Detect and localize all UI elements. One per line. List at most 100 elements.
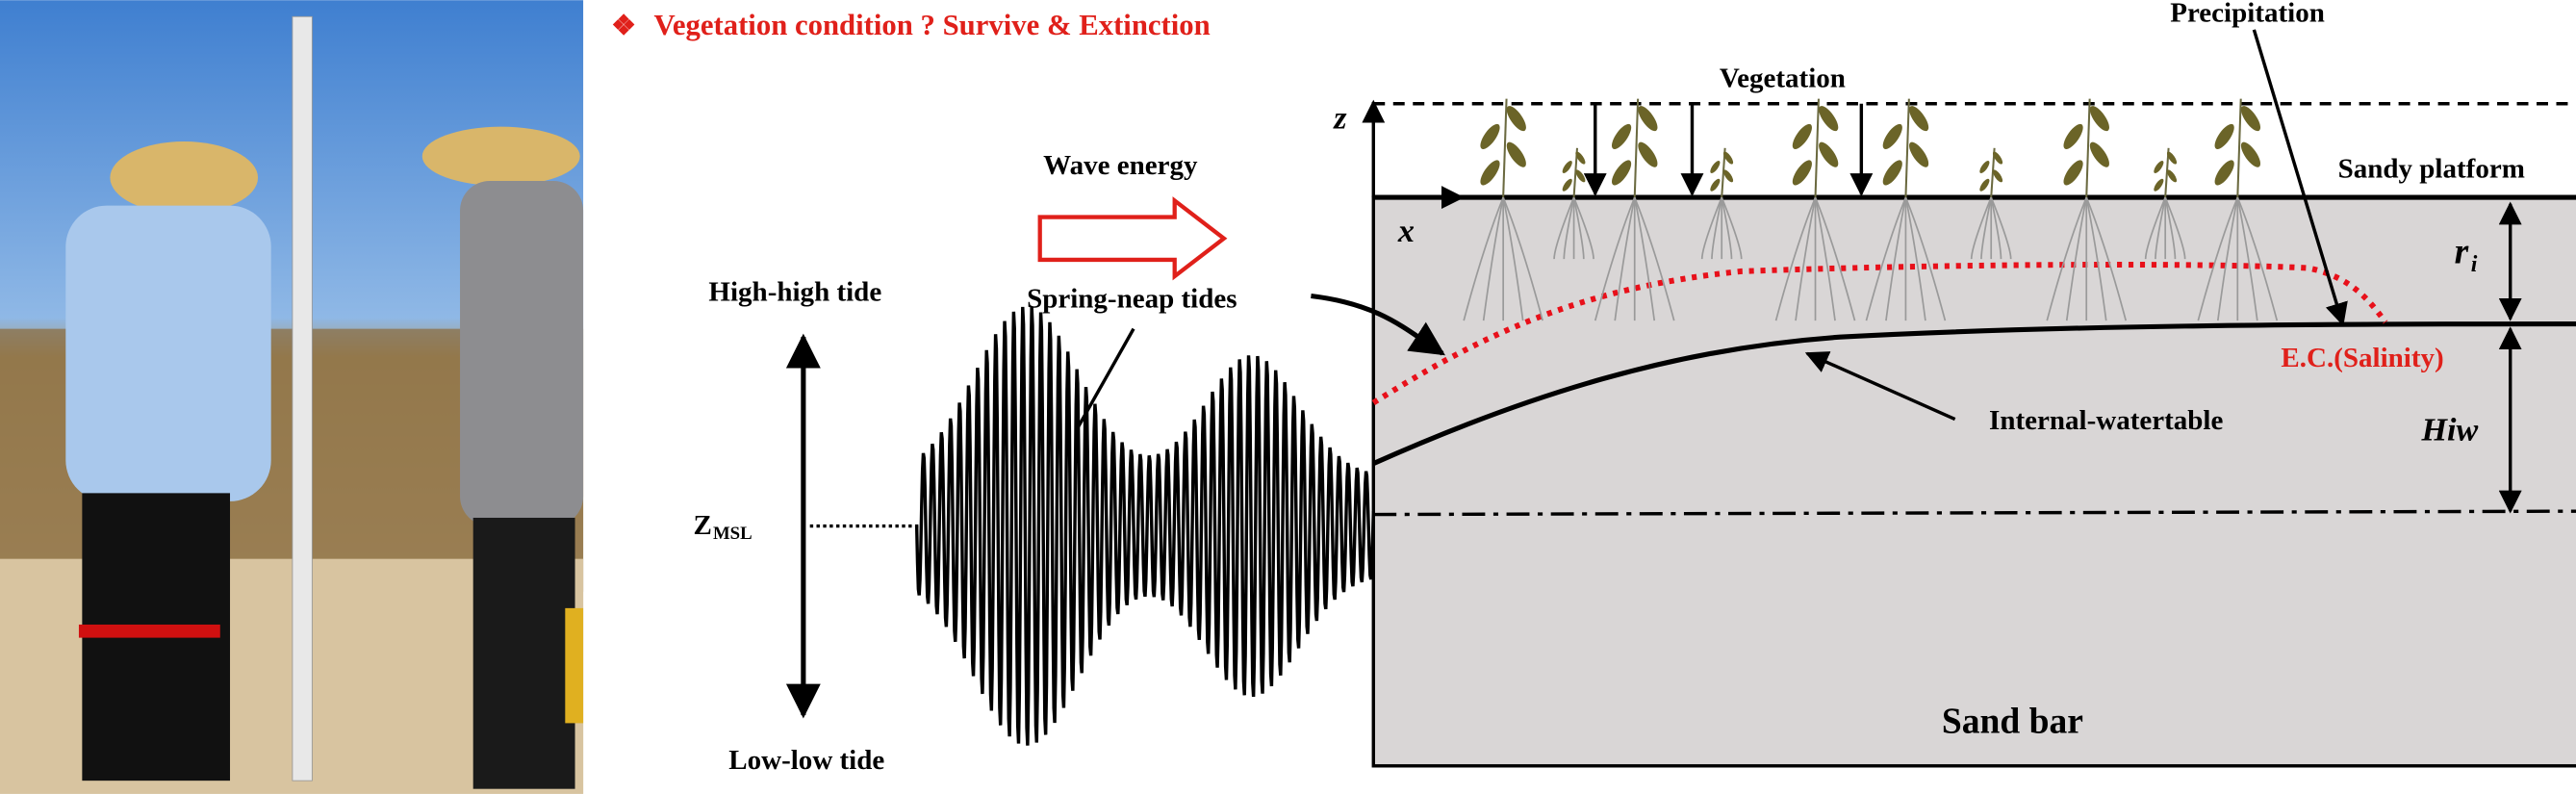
plant-part — [2063, 160, 2083, 186]
plant-part — [1614, 196, 1636, 321]
plant-part — [2236, 196, 2279, 321]
plant-part — [1904, 196, 1926, 321]
plant-part — [1633, 98, 1640, 198]
plant-part — [1979, 160, 1990, 174]
plant-part — [1611, 123, 1632, 149]
title: Vegetation condition ? Survive & Extinct… — [653, 9, 1210, 41]
plant-part — [1723, 151, 1734, 165]
plant-part — [1633, 196, 1675, 321]
plant-part — [1611, 160, 1632, 186]
field-photo — [0, 0, 584, 794]
plant-part — [1711, 196, 1723, 260]
plant-part — [1723, 169, 1734, 183]
plant-part — [1904, 98, 1910, 198]
plant-part — [1990, 196, 2002, 260]
plant-part — [1814, 196, 1836, 321]
plant-part — [1909, 141, 1929, 167]
label: E.C.(Salinity) — [2281, 343, 2443, 373]
plant-part — [1885, 196, 1907, 321]
plant-part — [2166, 169, 2178, 183]
plant-part — [1710, 160, 1721, 174]
plant-part — [1721, 196, 1733, 260]
plant-part — [2063, 123, 2083, 149]
label: Vegetation — [1720, 64, 1846, 94]
label: MSL — [713, 524, 752, 544]
plant-part — [1572, 196, 1594, 260]
plant-part — [1795, 196, 1817, 321]
plant-part — [2240, 141, 2261, 167]
label: Z — [693, 510, 711, 541]
label: x — [1397, 214, 1415, 249]
plant-part — [1506, 141, 1526, 167]
salinity-curve — [1371, 261, 2388, 406]
plant-part — [1482, 196, 1504, 321]
plant-part — [1480, 123, 1500, 149]
plant-part — [1865, 196, 1907, 321]
plant-part — [1819, 106, 1839, 132]
plant-part — [1575, 169, 1586, 183]
plant-part — [2236, 98, 2242, 198]
plant-part — [1563, 196, 1575, 260]
plant-part — [1502, 196, 1543, 321]
plant-part — [2197, 196, 2239, 321]
plant-part — [1638, 141, 1658, 167]
label: Wave energy — [1043, 150, 1198, 181]
spring-neap-pointer — [1074, 327, 1135, 432]
plant-part — [2046, 196, 2088, 321]
plant-part — [2164, 196, 2177, 260]
plant-part — [1572, 196, 1585, 260]
plant-part — [1980, 196, 1993, 260]
tide-to-bar-arrow — [1311, 293, 1445, 356]
sand-bar-body — [1371, 195, 2576, 768]
plant-part — [1882, 160, 1902, 186]
tide-waveform — [914, 306, 1375, 746]
plant-part — [1814, 196, 1856, 321]
plant-part — [2216, 196, 2239, 321]
plant-part — [1979, 178, 1990, 192]
plant-part — [2085, 196, 2107, 321]
plant-part — [2154, 160, 2164, 174]
plant-part — [1993, 169, 2003, 183]
plant-part — [1993, 151, 2003, 165]
plant-part — [2154, 178, 2164, 192]
wave-energy-arrow — [1037, 196, 1228, 281]
plant-part — [1700, 196, 1723, 260]
plant-part — [2085, 196, 2128, 321]
watertable-pointer — [1804, 351, 1956, 422]
label: Sandy platform — [2338, 154, 2525, 185]
plant-part — [2166, 151, 2178, 165]
plant-part — [1814, 98, 1820, 198]
label: Internal-watertable — [1989, 405, 2223, 436]
plant-part — [1970, 196, 1993, 260]
title-bullet: ❖ — [611, 11, 636, 41]
plant-part — [1594, 196, 1636, 321]
vegetation — [1463, 98, 2279, 321]
plant-part — [1990, 196, 2012, 260]
plant-part — [2089, 141, 2109, 167]
label: High-high tide — [708, 277, 881, 308]
plant-part — [1553, 196, 1575, 260]
plant-part — [1480, 160, 1500, 186]
label: Hiw — [2421, 413, 2479, 448]
plant-part — [2236, 196, 2258, 321]
plant-part — [1633, 196, 1656, 321]
precipitation-arrow — [2252, 29, 2348, 326]
plant-part — [1463, 196, 1504, 321]
label: i — [2471, 252, 2478, 277]
plant-part — [1562, 178, 1572, 192]
plant-part — [2214, 160, 2234, 186]
plant-part — [1792, 123, 1812, 149]
label: Spring-neap tides — [1027, 283, 1237, 314]
label: z — [1333, 100, 1347, 136]
plant-part — [2155, 196, 2167, 260]
plant-part — [2164, 196, 2186, 260]
plant-part — [1502, 196, 1524, 321]
label: Low-low tide — [728, 745, 884, 776]
plant-part — [2085, 98, 2091, 198]
plant-part — [1792, 160, 1812, 186]
plant-part — [1502, 98, 1508, 198]
label: Sand bar — [1942, 703, 2083, 742]
plant-part — [2065, 196, 2088, 321]
plant-part — [1909, 106, 1929, 132]
